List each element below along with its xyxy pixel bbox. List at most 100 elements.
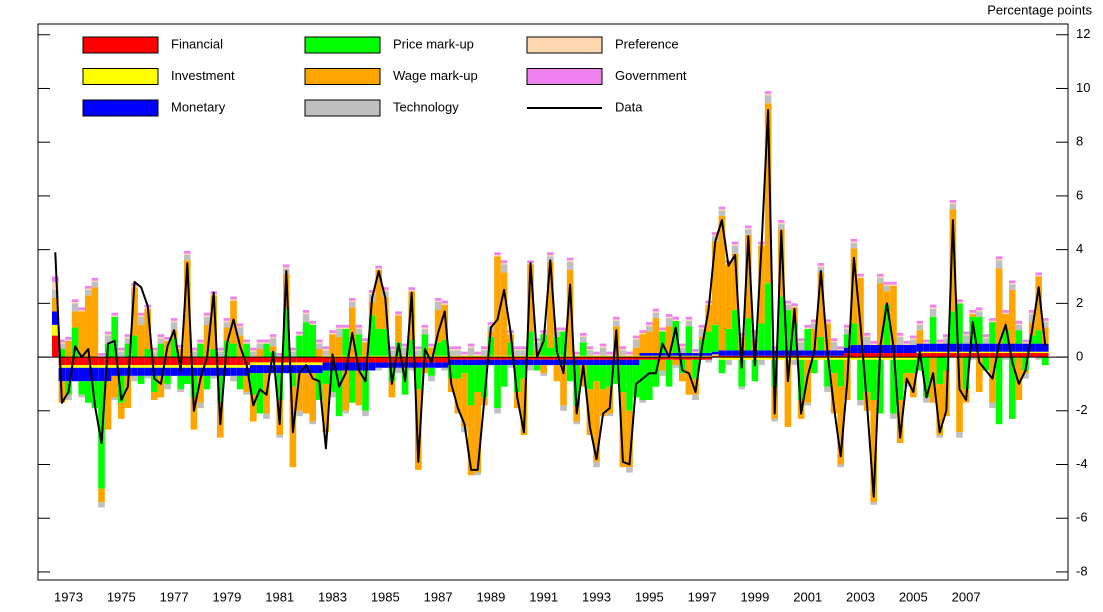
bar-segment — [1009, 289, 1016, 344]
bar-segment — [745, 229, 752, 235]
bar-segment — [771, 350, 778, 356]
bar-segment — [613, 365, 620, 384]
bar-segment — [434, 310, 442, 343]
bar-segment — [1015, 343, 1023, 352]
bar-segment — [586, 389, 594, 435]
bar-segment — [982, 338, 990, 344]
bar-segment — [118, 350, 125, 352]
bar-segment — [487, 355, 495, 358]
bar-segment — [778, 296, 785, 351]
y-tick-label: -8 — [1076, 563, 1088, 578]
bar-segment — [877, 276, 884, 278]
bar-segment — [461, 373, 468, 427]
legend-swatch — [526, 36, 603, 54]
bar-segment — [1028, 343, 1036, 352]
bar-segment — [124, 334, 132, 337]
bar-segment — [223, 322, 231, 328]
bar-segment — [923, 351, 930, 354]
bar-segment — [547, 359, 554, 366]
bar-segment — [533, 340, 541, 343]
x-tick-label: 1987 — [424, 589, 453, 604]
bar-segment — [210, 295, 217, 350]
bar-segment — [250, 350, 257, 352]
bar-segment — [824, 386, 831, 392]
bar-segment — [296, 410, 303, 417]
bar-segment — [263, 365, 270, 374]
bar-segment — [322, 349, 330, 351]
bar-segment — [830, 355, 838, 358]
bar-segment — [731, 310, 739, 351]
bar-segment — [916, 343, 924, 352]
bar-segment — [1009, 284, 1016, 290]
bar-segment — [936, 383, 943, 435]
bar-segment — [665, 357, 673, 360]
bar-segment — [685, 355, 693, 358]
bar-segment — [797, 340, 805, 343]
bar-segment — [1009, 280, 1016, 284]
bar-segment — [679, 353, 686, 356]
bar-segment — [243, 339, 250, 343]
bar-segment — [712, 354, 719, 356]
bar-segment — [276, 434, 283, 438]
bar-segment — [322, 383, 330, 433]
bar-segment — [487, 324, 495, 327]
bar-segment — [883, 284, 891, 286]
bar-segment — [217, 357, 224, 366]
bar-segment — [665, 318, 673, 327]
bar-segment — [210, 375, 217, 379]
bar-segment — [903, 359, 910, 374]
bar-segment — [151, 365, 158, 368]
bar-segment — [144, 308, 151, 350]
bar-segment — [474, 357, 481, 360]
bar-segment — [111, 312, 118, 316]
bar-segment — [837, 346, 844, 350]
bar-segment — [368, 292, 376, 294]
bar-segment — [613, 316, 620, 320]
bar-segment — [302, 310, 310, 313]
bar-segment — [883, 344, 891, 354]
bar-segment — [368, 362, 376, 371]
bar-segment — [276, 373, 283, 401]
bar-segment — [316, 339, 323, 343]
bar-segment — [500, 359, 508, 366]
bar-segment — [507, 342, 514, 356]
bar-segment — [712, 234, 719, 237]
bar-segment — [111, 315, 118, 317]
bar-segment — [698, 336, 706, 340]
bar-segment — [639, 332, 646, 335]
bar-segment — [857, 353, 864, 358]
bar-segment — [243, 367, 250, 376]
bar-segment — [197, 342, 204, 344]
bar-segment — [210, 365, 217, 368]
bar-segment — [956, 432, 963, 438]
bar-segment — [870, 343, 877, 345]
bar-segment — [514, 357, 521, 360]
bar-segment — [289, 351, 297, 358]
bar-segment — [1015, 320, 1023, 324]
bar-segment — [296, 365, 303, 374]
bar-segment — [408, 357, 415, 363]
bar-segment — [791, 357, 798, 360]
bar-segment — [936, 434, 943, 438]
bar-segment — [764, 355, 772, 358]
bar-segment — [586, 349, 594, 351]
bar-segment — [837, 359, 844, 387]
bar-segment — [415, 350, 422, 356]
bar-segment — [157, 334, 165, 337]
bar-segment — [1028, 310, 1036, 313]
bar-segment — [566, 365, 574, 382]
bar-segment — [672, 365, 679, 368]
bar-segment — [1042, 320, 1049, 323]
bar-segment — [956, 351, 963, 354]
bar-segment — [190, 375, 198, 398]
bar-segment — [296, 357, 303, 363]
bar-segment — [177, 349, 184, 358]
bar-segment — [731, 245, 739, 254]
bar-segment — [184, 367, 191, 376]
bar-segment — [375, 367, 382, 371]
bar-segment — [283, 264, 290, 268]
bar-segment — [223, 357, 231, 366]
bar-segment — [349, 307, 356, 356]
bar-segment — [98, 357, 105, 366]
